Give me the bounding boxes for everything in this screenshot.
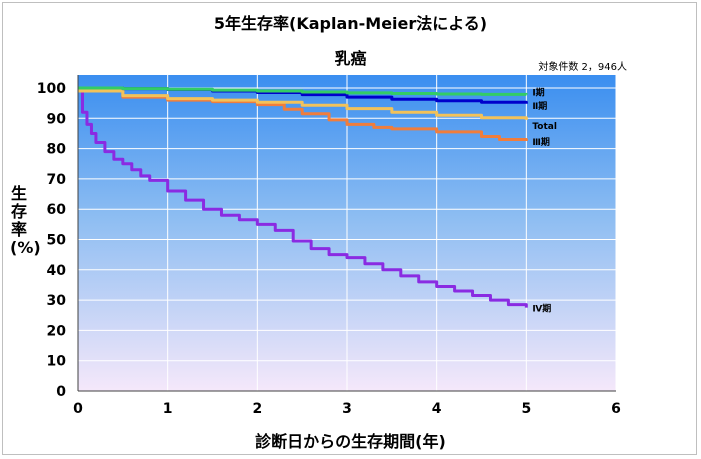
y-tick-label: 10 [47,354,67,370]
x-tick-label: 0 [73,401,83,417]
series-end-label: Total [532,122,557,132]
y-tick-label: 60 [47,202,67,218]
series-end-label: Ⅳ期 [532,303,551,315]
x-tick-label: 2 [252,401,262,417]
chart-title: 5年生存率(Kaplan-Meier法による) [213,14,488,33]
y-tick-label: 40 [47,263,67,279]
y-tick-label: 0 [56,384,66,400]
chart-frame [2,2,697,455]
x-tick-label: 3 [342,401,352,417]
series-line-stage-5 [78,89,528,308]
chart-subtitle: 乳癌 [334,49,367,68]
series-end-label: Ⅲ期 [532,136,550,148]
y-tick-label: 100 [37,81,66,97]
series-end-label: Ⅱ期 [532,100,547,112]
series-line-stage-4 [78,86,528,142]
y-tick-label: 90 [47,111,67,127]
y-tick-label: 30 [47,293,67,309]
x-tick-label: 1 [163,401,173,417]
x-tick-label: 4 [432,401,442,417]
case-count-note: 対象件数 2，946人 [538,62,627,73]
x-tick-label: 6 [611,401,621,417]
y-tick-label: 80 [47,142,67,158]
series-line-total [78,89,528,120]
y-tick-label: 50 [47,233,67,249]
y-tick-label: 70 [47,172,67,188]
y-tick-label: 20 [47,323,67,339]
x-tick-label: 5 [521,401,531,417]
series-line-stage-1 [78,86,528,96]
x-axis-label: 診断日からの生存期間(年) [255,432,446,451]
series-end-label: Ⅰ期 [532,87,544,99]
